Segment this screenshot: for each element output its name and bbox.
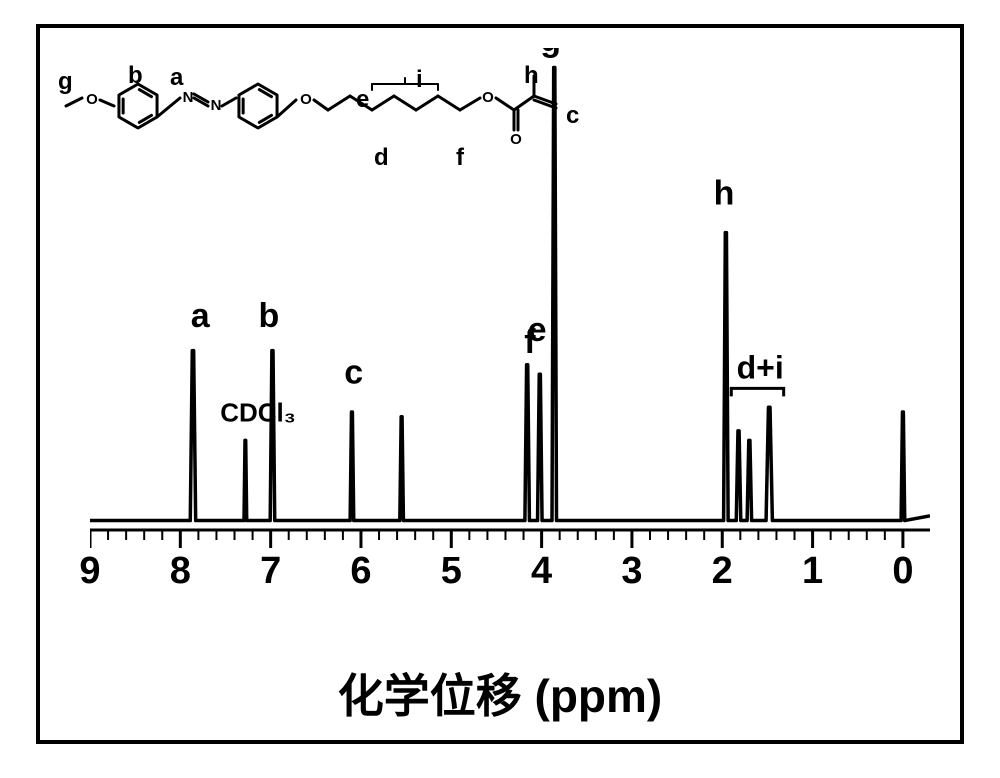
- x-tick-6: 6: [350, 550, 371, 593]
- x-axis-label: 化学位移 (ppm): [40, 660, 960, 726]
- x-tick-9: 9: [79, 550, 100, 593]
- peak-label-di: d+i: [737, 349, 784, 385]
- x-tick-7: 7: [260, 550, 281, 593]
- peak-label-c1: c: [344, 354, 363, 392]
- peak-label-cdcl: CDCl₃: [220, 397, 296, 427]
- plot-area: aCDCl₃bcefghd+i: [90, 48, 930, 588]
- mol-label-g: g: [58, 68, 73, 96]
- spectrum-frame: ONNOOO gbaeidfhc aCDCl₃bcefghd+i 9876543…: [36, 24, 964, 744]
- peak-label-a: a: [191, 297, 211, 335]
- x-tick-8: 8: [170, 550, 191, 593]
- peak-label-b: b: [258, 297, 279, 335]
- x-tick-1: 1: [802, 550, 823, 593]
- peak-label-g: g: [540, 48, 561, 59]
- x-tick-3: 3: [621, 550, 642, 593]
- peak-label-h: h: [714, 174, 735, 212]
- x-tick-0: 0: [892, 550, 913, 593]
- x-tick-5: 5: [441, 550, 462, 593]
- spectrum-svg: aCDCl₃bcefghd+i: [90, 48, 930, 588]
- peak-label-f: f: [524, 323, 536, 361]
- x-tick-2: 2: [712, 550, 733, 593]
- x-tick-4: 4: [531, 550, 552, 593]
